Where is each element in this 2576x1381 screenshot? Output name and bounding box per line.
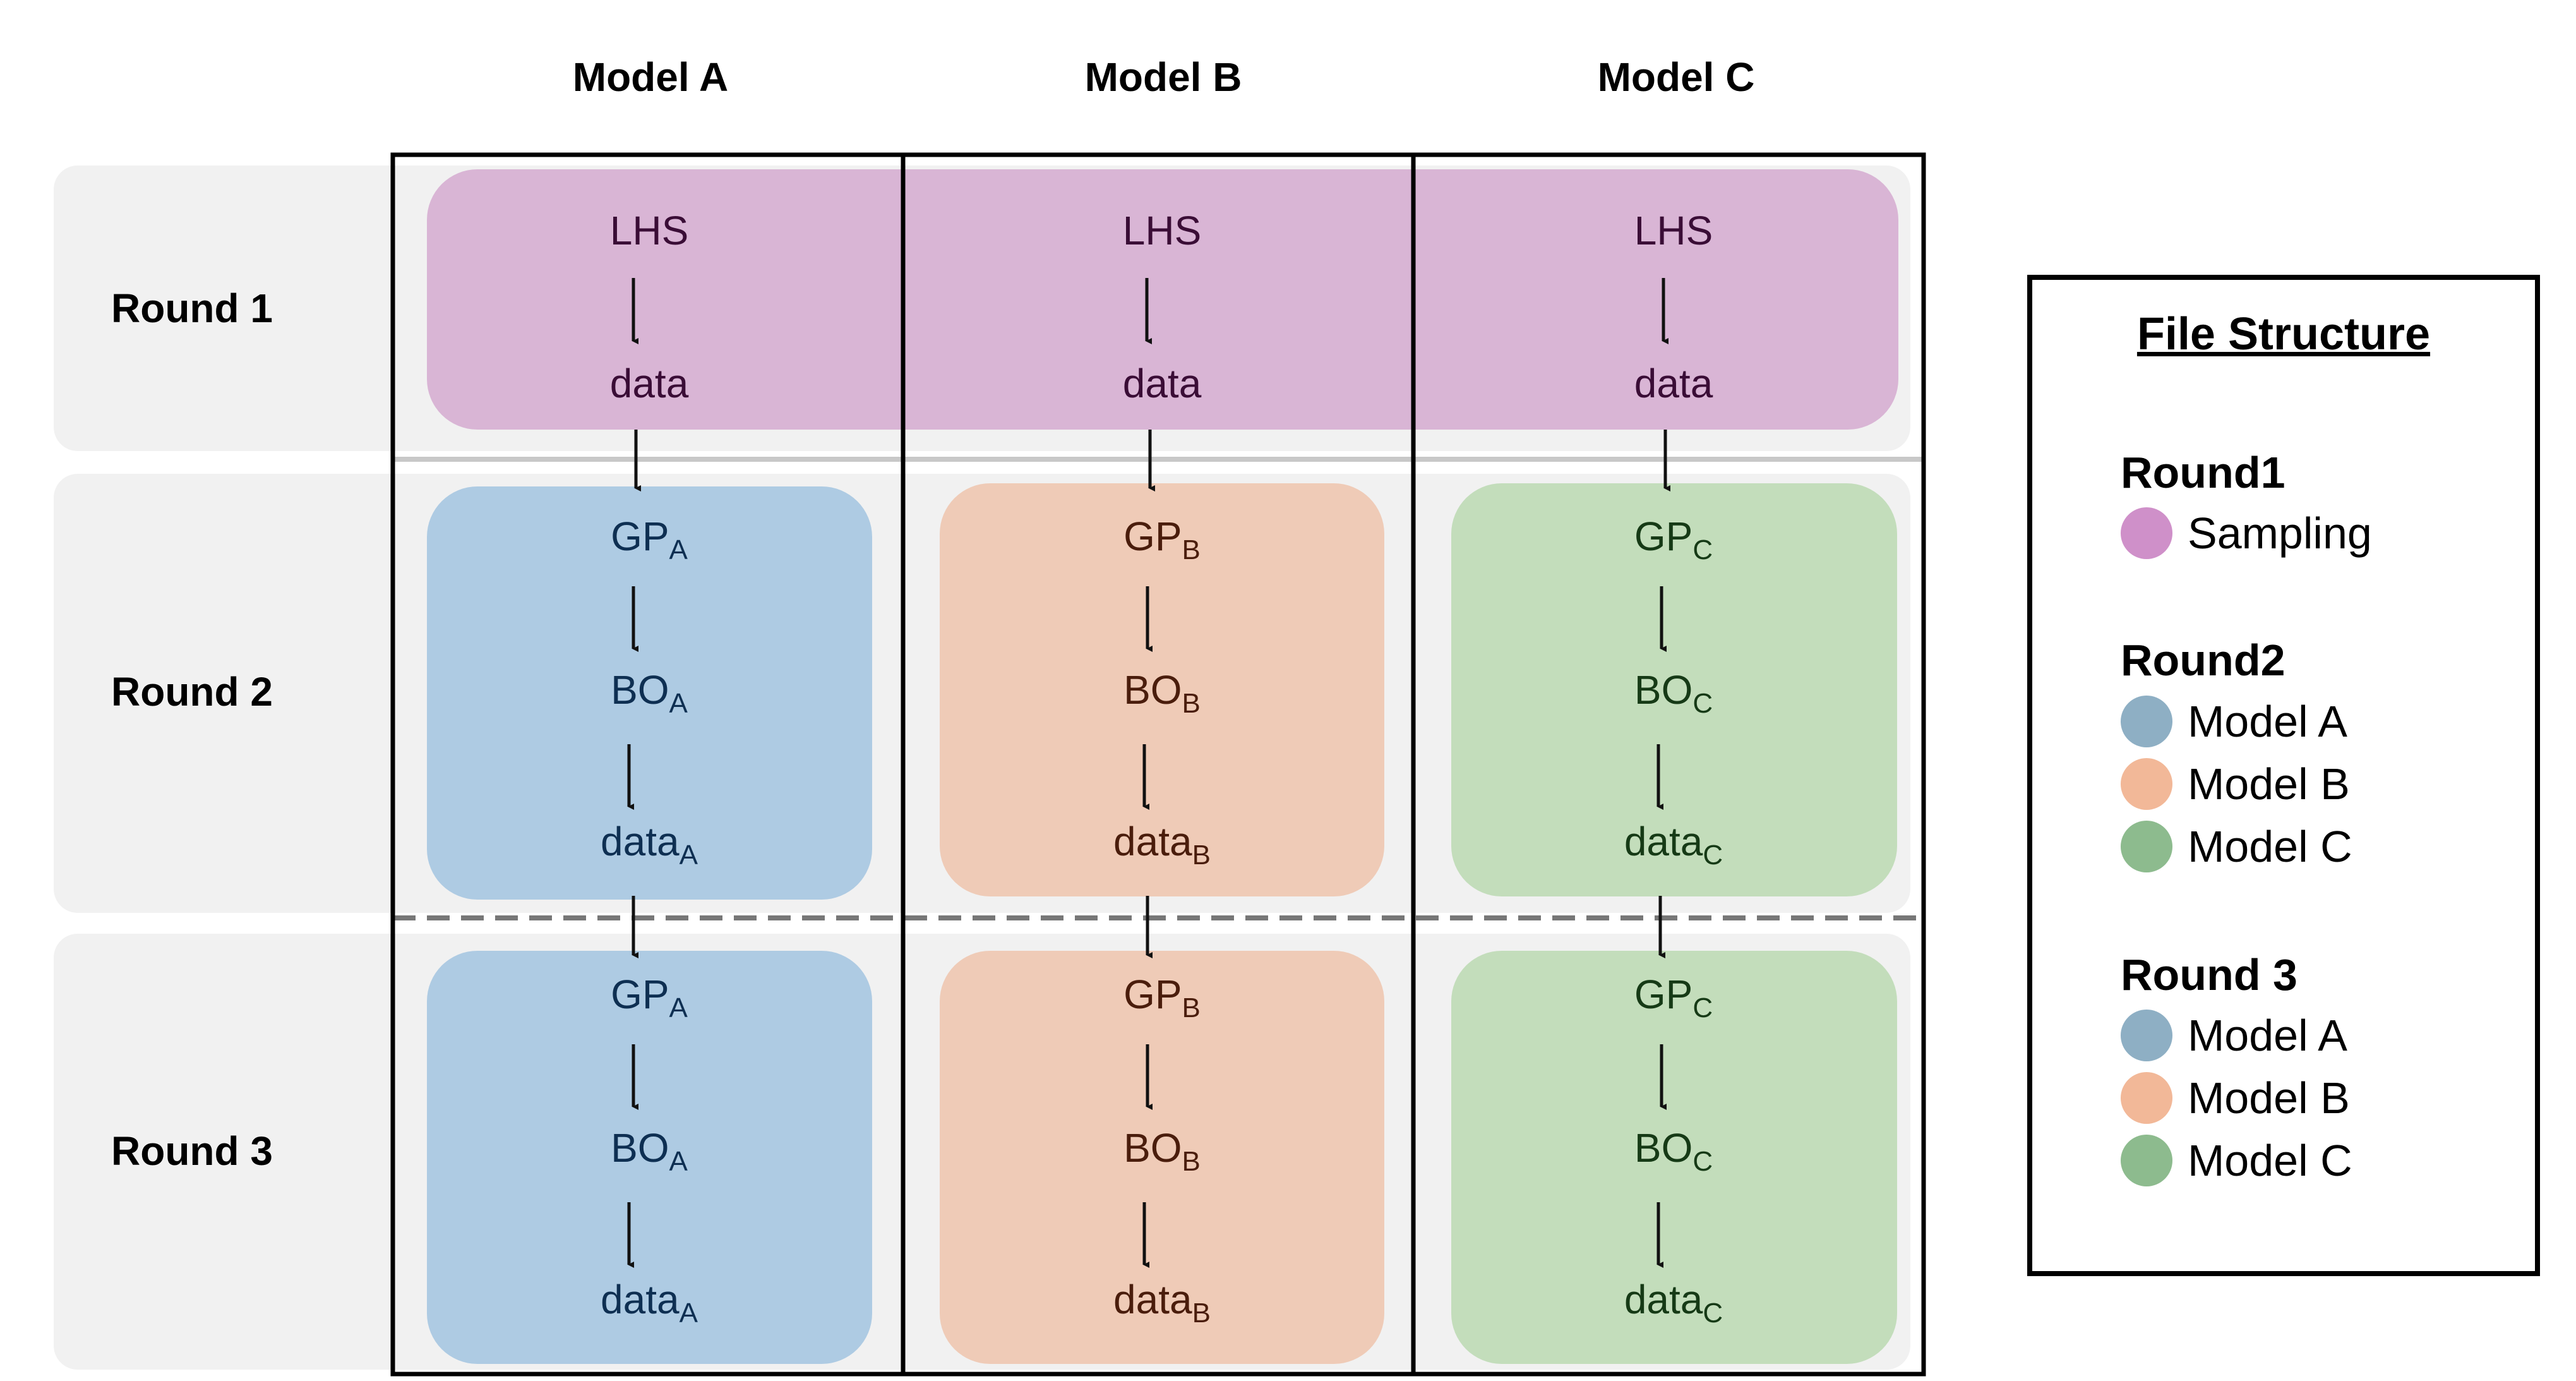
column-header-model-c: Model C <box>1597 54 1755 100</box>
r3-b-data: dataB <box>1113 1277 1211 1329</box>
r3-a-data: dataA <box>601 1277 698 1329</box>
round-3-model-c-box <box>1451 951 1897 1364</box>
legend-item-round-2-model-c: Model C <box>2121 821 2352 872</box>
legend-panel: File Structure Round1 Sampling Round2 Mo… <box>2027 275 2540 1276</box>
r3-b-gp: GPB <box>1123 972 1201 1023</box>
legend-round-2-heading: Round2 <box>2121 636 2285 685</box>
legend-title: File Structure <box>2136 309 2431 359</box>
r1-b-lhs: LHS <box>1122 208 1202 253</box>
r1-b-data: data <box>1122 361 1202 406</box>
sampling-swatch-icon <box>2121 507 2172 559</box>
r1-a-data: data <box>609 361 689 406</box>
legend-item-round-3-model-b: Model B <box>2121 1072 2350 1124</box>
row-label-round-3: Round 3 <box>111 1128 273 1174</box>
r2-a-data: dataA <box>601 819 698 871</box>
legend-round-1-heading: Round1 <box>2121 448 2285 497</box>
r2-b-gp: GPB <box>1123 514 1201 565</box>
table-frame <box>390 152 1926 1377</box>
round-3-model-a-box <box>427 951 872 1364</box>
model-a-swatch-icon <box>2121 1010 2172 1061</box>
model-b-swatch-icon <box>2121 758 2172 810</box>
legend-round-3-heading: Round 3 <box>2121 950 2297 999</box>
r2-a-gp: GPA <box>611 514 688 565</box>
legend-item-round-3-model-c: Model C <box>2121 1135 2352 1186</box>
r3-c-bo: BOC <box>1634 1125 1713 1177</box>
r2-c-data: dataC <box>1624 819 1723 871</box>
row-label-round-1: Round 1 <box>111 286 273 331</box>
r3-c-gp: GPC <box>1634 972 1713 1023</box>
r3-a-bo: BOA <box>611 1125 688 1177</box>
r2-b-data: dataB <box>1113 819 1211 871</box>
legend-item-round-2-model-a: Model A <box>2121 696 2347 747</box>
r2-c-bo: BOC <box>1634 667 1713 719</box>
model-b-swatch-icon <box>2121 1072 2172 1124</box>
round-3-model-b-box <box>940 951 1384 1364</box>
row-label-round-2: Round 2 <box>111 669 273 715</box>
r1-a-lhs: LHS <box>609 208 689 253</box>
legend-item-sampling: Sampling <box>2121 507 2372 559</box>
column-header-model-b: Model B <box>1084 54 1242 100</box>
column-header-model-a: Model A <box>572 54 729 100</box>
model-a-swatch-icon <box>2121 696 2172 747</box>
r2-a-bo: BOA <box>611 667 688 719</box>
round-2-model-b-box <box>940 483 1384 896</box>
model-c-swatch-icon <box>2121 1135 2172 1186</box>
r2-b-bo: BOB <box>1123 667 1201 719</box>
r3-b-bo: BOB <box>1123 1125 1201 1177</box>
round-2-model-c-box <box>1451 483 1897 896</box>
model-c-swatch-icon <box>2121 821 2172 872</box>
legend-item-round-3-model-a: Model A <box>2121 1010 2347 1061</box>
round-2-model-a-box <box>427 486 872 900</box>
r3-a-gp: GPA <box>611 972 688 1023</box>
r2-c-gp: GPC <box>1634 514 1713 565</box>
r3-c-data: dataC <box>1624 1277 1723 1329</box>
sampling-band <box>427 169 1898 430</box>
r1-c-lhs: LHS <box>1634 208 1713 253</box>
r1-c-data: data <box>1634 361 1713 406</box>
legend-item-round-2-model-b: Model B <box>2121 758 2350 810</box>
